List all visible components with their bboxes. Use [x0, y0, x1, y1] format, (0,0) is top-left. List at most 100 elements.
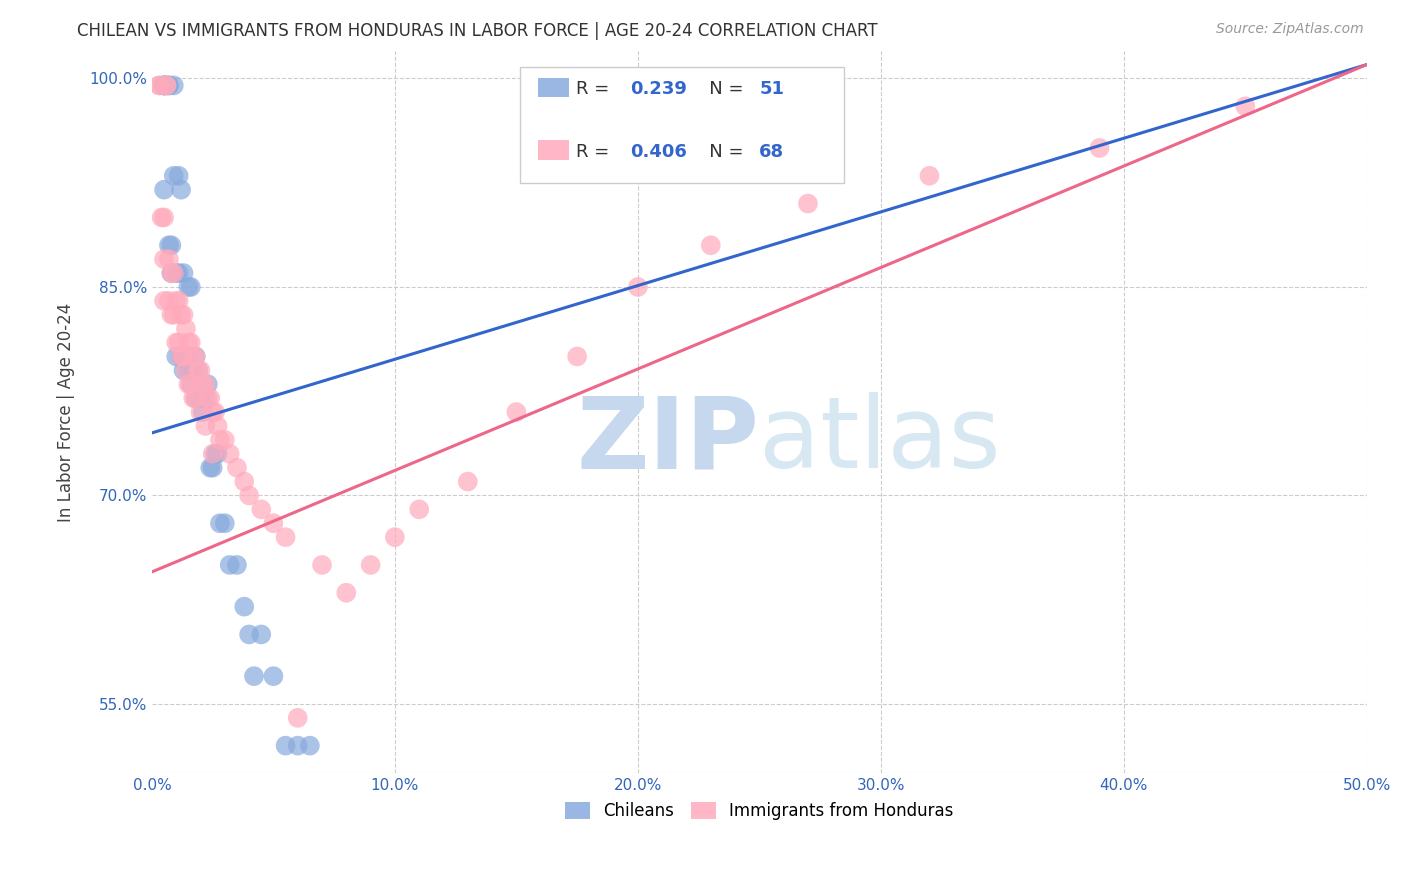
Point: [160, 266, 183, 280]
Point: [287, 711, 309, 725]
Point: [226, 460, 249, 475]
Point: [153, 78, 176, 93]
Point: [153, 211, 176, 225]
Point: [184, 350, 207, 364]
Point: [165, 266, 187, 280]
Point: [165, 335, 187, 350]
Text: atlas: atlas: [759, 392, 1001, 490]
Point: [153, 78, 176, 93]
Point: [167, 335, 190, 350]
Point: [201, 447, 224, 461]
Point: [797, 196, 820, 211]
Point: [408, 502, 430, 516]
Point: [214, 433, 236, 447]
Point: [165, 293, 187, 308]
Point: [200, 391, 222, 405]
Point: [184, 391, 207, 405]
Point: [157, 238, 180, 252]
Point: [177, 363, 200, 377]
Point: [194, 377, 217, 392]
Point: [177, 377, 200, 392]
Point: [238, 488, 260, 502]
Point: [153, 78, 176, 93]
Point: [160, 308, 183, 322]
Point: [298, 739, 321, 753]
Point: [153, 183, 176, 197]
Point: [218, 447, 240, 461]
Point: [194, 391, 217, 405]
Point: [184, 391, 207, 405]
Point: [243, 669, 266, 683]
Point: [233, 599, 256, 614]
Text: R =: R =: [576, 80, 616, 98]
Point: [180, 280, 202, 294]
Point: [173, 266, 195, 280]
Legend: Chileans, Immigrants from Honduras: Chileans, Immigrants from Honduras: [558, 795, 960, 827]
Point: [262, 669, 284, 683]
Point: [700, 238, 723, 252]
Point: [335, 586, 357, 600]
Point: [157, 293, 180, 308]
Point: [274, 739, 297, 753]
Point: [190, 391, 212, 405]
Point: [208, 516, 231, 531]
Point: [226, 558, 249, 572]
Text: ZIP: ZIP: [576, 392, 759, 490]
Point: [177, 280, 200, 294]
Point: [1234, 99, 1257, 113]
Point: [160, 238, 183, 252]
Point: [311, 558, 333, 572]
Point: [384, 530, 406, 544]
Point: [180, 335, 202, 350]
Point: [565, 350, 588, 364]
Point: [153, 78, 176, 93]
Text: 68: 68: [759, 143, 785, 161]
Point: [821, 822, 844, 836]
Point: [173, 350, 195, 364]
Point: [208, 433, 231, 447]
Point: [201, 460, 224, 475]
Text: N =: N =: [692, 80, 749, 98]
Point: [204, 447, 226, 461]
Point: [163, 266, 186, 280]
Point: [918, 169, 941, 183]
Text: 0.239: 0.239: [630, 80, 686, 98]
Point: [187, 363, 209, 377]
Point: [627, 280, 650, 294]
Point: [190, 405, 212, 419]
Point: [204, 405, 226, 419]
Point: [170, 350, 193, 364]
Point: [155, 78, 177, 93]
Point: [157, 252, 180, 267]
Point: [170, 308, 193, 322]
Text: CHILEAN VS IMMIGRANTS FROM HONDURAS IN LABOR FORCE | AGE 20-24 CORRELATION CHART: CHILEAN VS IMMIGRANTS FROM HONDURAS IN L…: [77, 22, 877, 40]
Text: 51: 51: [759, 80, 785, 98]
Point: [174, 363, 197, 377]
Point: [181, 350, 204, 364]
Point: [457, 475, 479, 489]
Point: [167, 293, 190, 308]
Point: [233, 475, 256, 489]
Point: [155, 78, 177, 93]
Point: [173, 308, 195, 322]
Point: [155, 78, 177, 93]
Text: R =: R =: [576, 143, 616, 161]
Point: [163, 78, 186, 93]
Point: [180, 377, 202, 392]
Point: [201, 405, 224, 419]
Point: [360, 558, 382, 572]
Point: [177, 335, 200, 350]
Text: 0.406: 0.406: [630, 143, 686, 161]
Point: [167, 169, 190, 183]
Point: [148, 78, 170, 93]
Point: [190, 363, 212, 377]
Point: [207, 447, 229, 461]
Point: [505, 405, 527, 419]
Point: [153, 293, 176, 308]
Point: [180, 377, 202, 392]
Point: [184, 350, 207, 364]
Point: [197, 391, 219, 405]
Point: [238, 627, 260, 641]
Y-axis label: In Labor Force | Age 20-24: In Labor Force | Age 20-24: [58, 302, 75, 522]
Point: [274, 530, 297, 544]
